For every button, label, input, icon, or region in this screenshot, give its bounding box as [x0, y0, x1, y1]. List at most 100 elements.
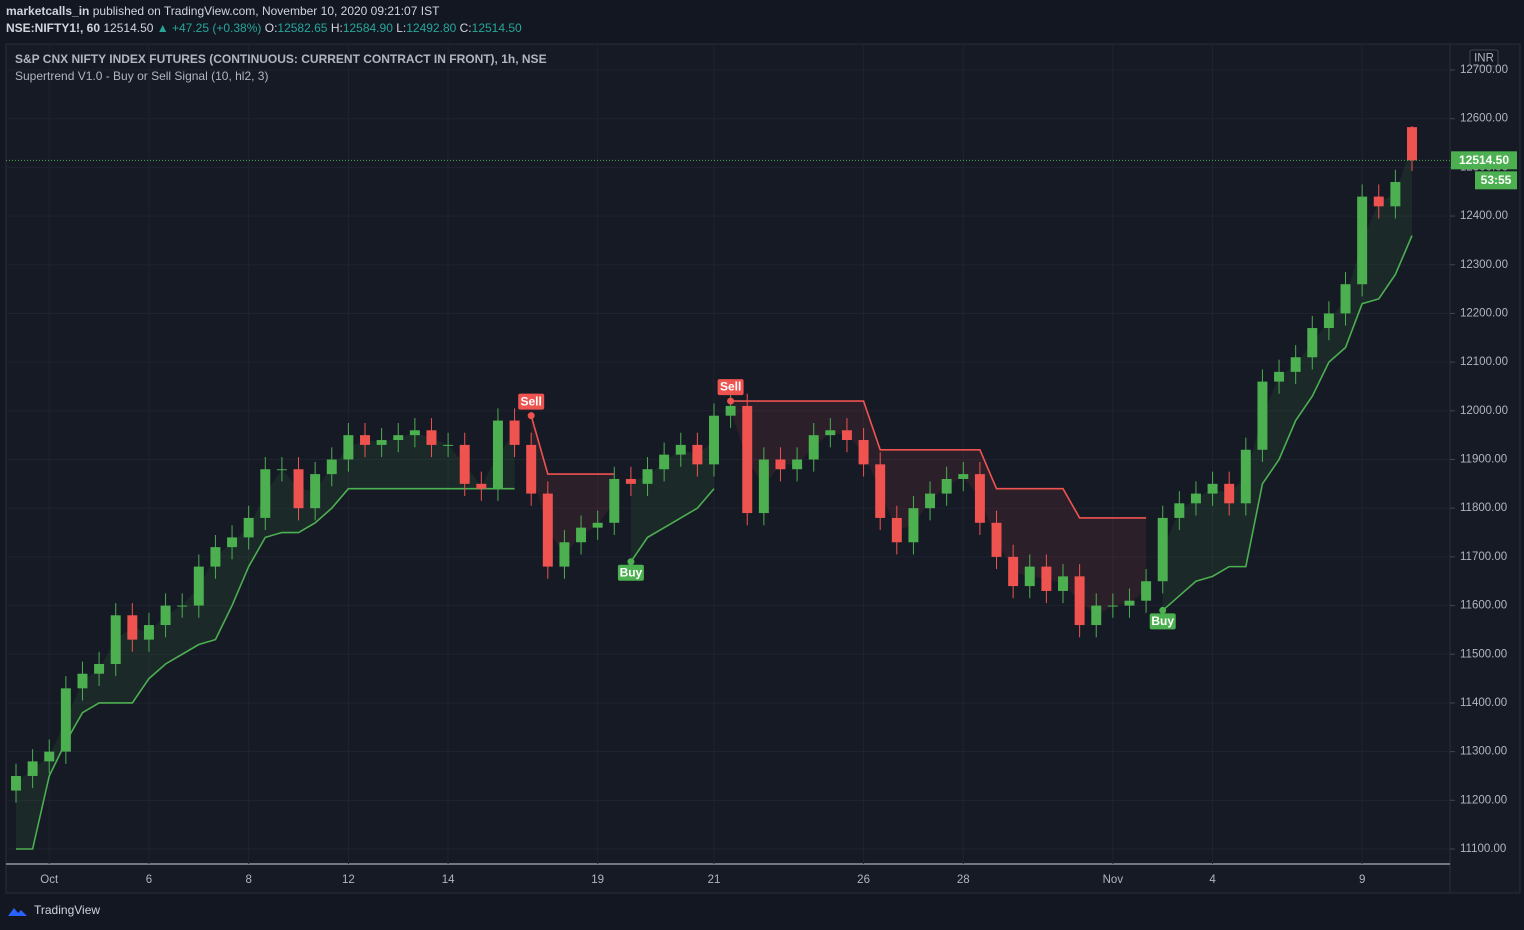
candle-body [77, 673, 88, 689]
candle-body [991, 522, 1002, 557]
candle-body [1091, 605, 1102, 626]
supertrend-line [730, 400, 1147, 519]
published: published on TradingView.com, November 1… [93, 4, 440, 18]
y-tick-label: 11200.00 [1460, 794, 1507, 806]
candle-body [576, 527, 587, 543]
candle-body [675, 444, 686, 455]
candle-body [509, 420, 520, 445]
candle-body [193, 566, 204, 606]
grid [6, 44, 1450, 864]
candle-body [609, 478, 620, 523]
signal-dot [1159, 606, 1167, 614]
candle-body [326, 459, 337, 475]
candle-body [143, 625, 154, 640]
chart-title: S&P CNX NIFTY INDEX FUTURES (CONTINUOUS:… [15, 52, 547, 66]
x-tick-label: 6 [146, 874, 152, 886]
x-tick-label: Nov [1103, 874, 1124, 886]
candle-body [808, 435, 819, 460]
candle-body [443, 444, 454, 446]
candle-body [293, 469, 304, 509]
candle-body [1240, 449, 1251, 504]
candle-body [1124, 600, 1135, 606]
y-tick-label: 11700.00 [1460, 551, 1507, 563]
candle-body [127, 615, 138, 640]
last-price-box [1451, 151, 1517, 170]
candle-body [1107, 605, 1118, 607]
candle-body [1290, 357, 1301, 372]
candle-body [243, 517, 254, 538]
signal-dot [627, 558, 635, 566]
candle-body [44, 751, 55, 762]
supertrend-line [1162, 235, 1413, 612]
candle-body [1024, 566, 1035, 587]
candle-body [1373, 196, 1384, 207]
candle-body [1340, 284, 1351, 314]
brand-name: TradingView [34, 903, 100, 917]
candle-body [110, 615, 121, 664]
symbol: NSE:NIFTY1!, 60 [6, 21, 100, 35]
h-value: 12584.90 [343, 21, 393, 35]
candle-body [393, 435, 404, 441]
candle-body [1207, 483, 1218, 494]
candle-body [1357, 196, 1368, 285]
signal-label: Sell [521, 394, 542, 408]
candle-body [310, 474, 321, 509]
price: 12514.50 [103, 21, 153, 35]
candle-body [792, 459, 803, 470]
publish-line: marketcalls_in published on TradingView.… [6, 4, 440, 18]
signal-badge [717, 379, 744, 396]
brand: TradingView [8, 903, 100, 917]
candle-body [476, 483, 487, 489]
candle-body [1307, 328, 1318, 358]
candle-body [1224, 483, 1235, 504]
x-tick-label: 21 [708, 874, 721, 886]
candle-body [492, 420, 503, 489]
candle-body [94, 663, 105, 674]
x-tick-label: 26 [857, 874, 870, 886]
supertrend-line [630, 488, 715, 563]
y-tick-label: 11400.00 [1460, 697, 1507, 709]
candle-body [1390, 181, 1401, 207]
currency-box[interactable] [1469, 49, 1499, 67]
x-tick-label: 14 [442, 874, 455, 886]
quote-line: NSE:NIFTY1!, 60 12514.50 ▲ +47.25 (+0.38… [6, 21, 522, 35]
trend-fill [730, 401, 1147, 616]
supertrend-line [16, 487, 515, 850]
signal-dot [527, 412, 535, 420]
c-label: C: [460, 21, 472, 35]
candle-body [376, 440, 387, 445]
l-label: L: [396, 21, 406, 35]
candle-body [875, 464, 886, 518]
o-label: O: [265, 21, 278, 35]
signal-label: Buy [1151, 614, 1174, 628]
y-tick-label: 11100.00 [1460, 843, 1506, 855]
candle-body [177, 605, 188, 607]
candle-body [742, 405, 753, 514]
candle-body [227, 537, 238, 548]
y-tick-label: 12100.00 [1460, 356, 1508, 368]
candle-body [775, 459, 786, 470]
candle-body [1041, 566, 1052, 591]
x-tick-label: 9 [1359, 874, 1365, 886]
candle-body [1323, 313, 1334, 329]
candle-body [659, 454, 670, 470]
candle-body [1058, 576, 1068, 591]
candle-body [841, 430, 852, 441]
candle-body [974, 474, 985, 523]
candle-body [858, 440, 869, 465]
y-tick-label: 11600.00 [1460, 600, 1507, 612]
brand-logo [8, 908, 27, 916]
candle-body [11, 775, 21, 791]
candle-body [526, 444, 537, 494]
candle-body [260, 469, 271, 518]
candle-body [459, 444, 470, 484]
y-tick-label: 12300.00 [1460, 259, 1508, 271]
candle-body [1257, 381, 1268, 450]
y-tick-label: 12200.00 [1460, 307, 1508, 319]
candle-body [1407, 127, 1417, 161]
candle-body [925, 493, 936, 509]
signal-label: Sell [720, 380, 741, 394]
candle-body [1174, 503, 1185, 518]
candle-body [958, 474, 969, 479]
candle-body [709, 415, 719, 465]
